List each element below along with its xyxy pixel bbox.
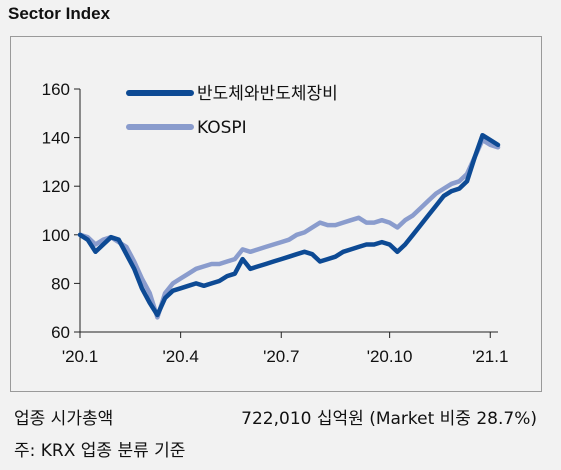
chart-title: Sector Index <box>8 4 111 23</box>
chart-series-layer <box>77 132 501 320</box>
x-tick-label: '21.1 <box>472 347 508 366</box>
y-tick-label: 60 <box>51 323 70 342</box>
y-tick-label: 80 <box>51 274 70 293</box>
series-line-kospi <box>77 137 501 320</box>
chart-frame: 60 80 100 120 140 160 '20.1 '20.4 '20.7 '20.10 '21… <box>10 36 542 392</box>
y-tick-label: 140 <box>42 129 70 148</box>
x-tick-label: '20.4 <box>162 347 198 366</box>
legend-label-semiconductor: 반도체와반도체장비 <box>197 84 338 104</box>
y-tick-label: 100 <box>42 226 70 245</box>
chart-legend: 반도체와반도체장비 KOSPI <box>126 84 338 138</box>
footer-market-cap-value: 722,010 십억원 (Market 비중 28.7%) <box>241 409 537 429</box>
footer-market-cap-label: 업종 시가총액 <box>14 409 114 429</box>
footer-source-note: 주: KRX 업종 분류 기준 <box>14 441 186 461</box>
chart-axes: 60 80 100 120 140 160 '20.1 '20.4 '20.7 '20.10 '21… <box>42 80 509 366</box>
line-chart: 60 80 100 120 140 160 '20.1 '20.4 '20.7 '20.10 '21… <box>42 80 509 366</box>
x-tick-label: '20.7 <box>263 347 299 366</box>
series-line-semiconductor <box>77 132 501 318</box>
x-tick-label: '20.1 <box>62 347 98 366</box>
x-tick-label: '20.10 <box>367 347 413 366</box>
y-tick-label: 160 <box>42 80 70 99</box>
legend-label-kospi: KOSPI <box>197 118 247 138</box>
y-tick-label: 120 <box>42 177 70 196</box>
